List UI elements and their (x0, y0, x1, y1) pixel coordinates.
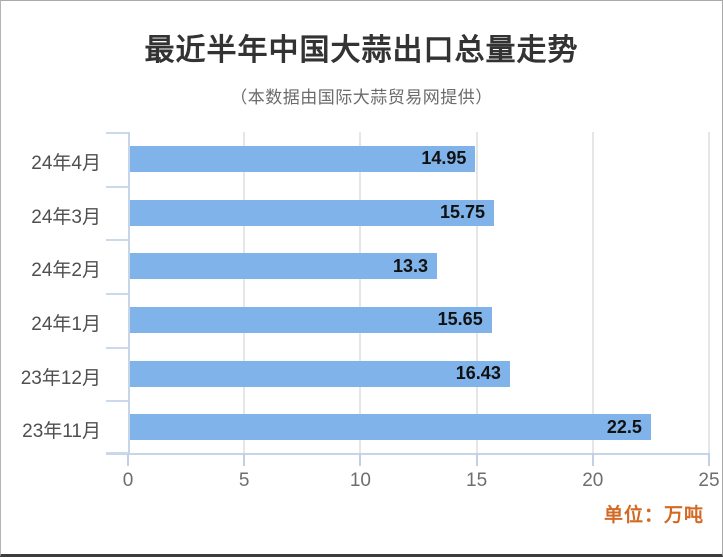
chart-subtitle: （本数据由国际大蒜贸易网提供） (230, 88, 493, 107)
y-tick-0 (106, 132, 128, 134)
x-tick-15 (475, 453, 478, 466)
x-tick-25 (708, 453, 710, 466)
x-tick-label-10: 10 (349, 470, 371, 491)
x-tick-0 (127, 453, 129, 466)
x-tick-20 (591, 453, 594, 466)
bar-23年11月: 22.5 (130, 414, 651, 441)
y-tick-4 (106, 346, 128, 349)
y-tick-3 (106, 293, 128, 295)
category-label-24年1月: 24年1月 (31, 313, 101, 335)
bar-24年4月: 14.95 (130, 145, 476, 172)
y-tick-5 (106, 400, 128, 403)
chart-title: 最近半年中国大蒜出口总量走势 (144, 34, 579, 67)
unit-label: 单位：万吨 (603, 505, 704, 526)
gridline-10 (359, 132, 362, 454)
category-label-24年4月: 24年4月 (31, 152, 101, 174)
category-label-23年11月: 23年11月 (22, 421, 101, 443)
bar-value-label: 14.95 (421, 148, 467, 169)
bar-23年12月: 16.43 (130, 360, 510, 387)
bar-value-label: 22.5 (606, 416, 642, 437)
y-tick-1 (106, 185, 128, 188)
x-axis-line (106, 453, 709, 455)
x-tick-label-20: 20 (582, 470, 604, 491)
bar-value-label: 15.75 (439, 202, 486, 222)
bar-chart-plot: 14.95 15.75 13.3 15.65 16.43 22.5 0 5 10 15 20 25 … (21, 132, 720, 491)
y-tick-2 (106, 239, 128, 242)
x-tick-label-25: 25 (698, 470, 720, 491)
category-label-24年3月: 24年3月 (31, 206, 101, 228)
bar-value-label: 13.3 (393, 255, 429, 276)
x-tick-10 (359, 453, 362, 466)
gridline-5 (243, 132, 246, 454)
category-label-23年12月: 23年12月 (20, 367, 101, 389)
gridline-25 (708, 132, 710, 454)
gridline-15 (475, 132, 478, 454)
bar-24年3月: 15.75 (130, 199, 495, 226)
y-tick-6 (106, 452, 128, 454)
x-tick-5 (243, 453, 246, 466)
bar-value-label: 15.65 (437, 309, 483, 330)
bar-24年1月: 15.65 (130, 306, 492, 333)
bar-24年2月: 13.3 (130, 253, 438, 280)
category-label-24年2月: 24年2月 (31, 260, 101, 282)
y-axis-line (128, 132, 130, 454)
x-tick-label-0: 0 (122, 470, 134, 491)
x-tick-label-5: 5 (238, 470, 250, 491)
gridline-20 (591, 132, 594, 454)
bar-value-label: 16.43 (455, 363, 501, 383)
x-tick-label-15: 15 (466, 470, 488, 491)
